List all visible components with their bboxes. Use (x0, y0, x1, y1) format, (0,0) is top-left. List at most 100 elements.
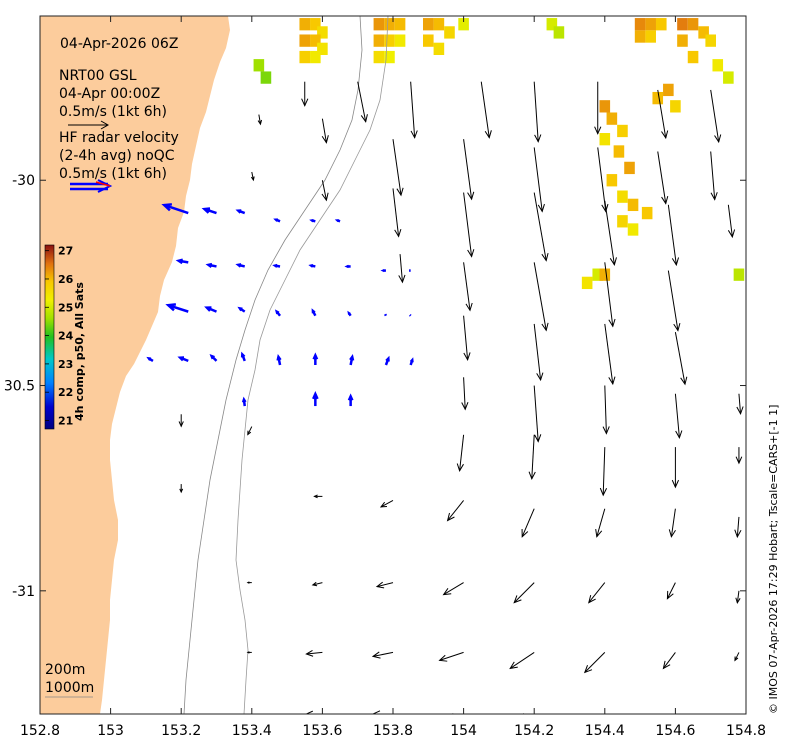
hf-vector (409, 357, 414, 366)
contour-1000m (183, 16, 363, 714)
model-vector (597, 147, 609, 213)
product-label: NRT00 GSL (59, 68, 137, 84)
sst-cell (317, 26, 328, 39)
sst-cell (705, 34, 716, 47)
hf-vector (347, 393, 354, 407)
sst-cell (613, 145, 625, 158)
model-vector (246, 581, 252, 584)
contour-label-200m: 200m (45, 662, 85, 678)
sst-cell (677, 18, 688, 31)
model-vector (513, 582, 535, 604)
sst-cell (698, 26, 709, 39)
x-tick-label: 154.2 (514, 723, 554, 739)
model-vector (602, 385, 610, 435)
sst-cell (592, 268, 604, 281)
sst-cell (384, 18, 395, 31)
sst-cell (310, 50, 321, 64)
sst-cell (655, 18, 667, 31)
model-vector (313, 494, 323, 499)
hf-vector-layer (146, 203, 414, 407)
hf-vector (308, 264, 316, 268)
model-vector (357, 81, 368, 123)
hf-vector (204, 306, 217, 313)
x-tick-label: 153 (97, 723, 124, 739)
model-vector (375, 581, 394, 589)
model-vector (668, 508, 676, 538)
sst-cell (641, 206, 653, 220)
sst-cell (299, 18, 311, 31)
sst-cell (712, 59, 724, 72)
model-vector (179, 484, 184, 494)
model-vector (410, 81, 418, 139)
model-vector (674, 393, 683, 439)
colorbar-ticks: 27 26 25 24 23 22 21 (45, 245, 74, 428)
model-vector (657, 151, 669, 205)
model-vector (735, 590, 741, 605)
sst-cell (373, 18, 385, 31)
hf-vector (384, 355, 390, 366)
sst-cell (423, 18, 434, 31)
sst-cell (677, 34, 688, 47)
x-tick-label: 153.6 (302, 723, 342, 739)
sst-cell (253, 59, 265, 72)
credit-label: © IMOS 07-Apr-2026 17:29 Hobart; Tscale=… (767, 405, 780, 714)
hf-vector (201, 207, 217, 215)
y-tick-label: 30.5 (4, 379, 35, 395)
model-vector (734, 652, 740, 662)
hf-vector (235, 263, 246, 268)
sst-cell (444, 26, 455, 39)
model-vector (305, 650, 323, 657)
model-vector (305, 710, 323, 714)
model-vector (398, 254, 406, 284)
hf-vector (347, 310, 352, 317)
x-tick-label: 154.6 (655, 723, 695, 739)
contour-200m (235, 16, 389, 714)
sst-cell (433, 42, 445, 56)
y-tick-label: -31 (12, 584, 35, 600)
hf-vector (349, 354, 355, 366)
model-vector (533, 147, 545, 213)
model-vector (442, 582, 464, 596)
model-vector (657, 89, 669, 140)
scale-label: 0.5m/s (1kt 6h) (59, 104, 167, 120)
sst-cell (373, 50, 385, 64)
model-vector (727, 204, 736, 239)
sst-cell (627, 198, 639, 212)
sst-cell (723, 71, 734, 84)
model-vector (311, 581, 323, 587)
sst-cell (317, 42, 328, 56)
contour-label-1000m: 1000m (45, 680, 94, 696)
y-tick-label: -30 (12, 173, 35, 189)
sst-cell (617, 190, 628, 203)
colorbar-tick-label: 23 (58, 358, 73, 371)
hf-vector (237, 306, 246, 313)
model-vector (533, 81, 542, 143)
sst-cell (384, 50, 395, 64)
model-vector (446, 500, 464, 522)
hf-vector (274, 309, 282, 317)
colorbar-tick-label: 22 (58, 386, 73, 399)
hf-vector (165, 303, 189, 313)
model-vector (666, 582, 676, 600)
hf-vector (161, 203, 189, 215)
model-vector (667, 270, 681, 332)
model-vector (321, 180, 329, 202)
sst-cell (687, 50, 699, 64)
x-tick-label: 154.8 (726, 723, 766, 739)
sst-cell (733, 268, 745, 281)
hf-vector (146, 356, 154, 362)
model-vector (736, 393, 744, 415)
x-tick-label: 154.4 (585, 723, 625, 739)
sst-cell (310, 34, 321, 47)
hf-scale-arrow (70, 179, 113, 193)
model-vector (583, 652, 606, 674)
hf-vector (273, 218, 281, 223)
sst-cell (394, 18, 406, 31)
land-coastline (40, 16, 230, 714)
product-time-label: 04-Apr 00:00Z (59, 86, 160, 102)
model-vector (480, 81, 492, 139)
model-vector (594, 81, 602, 135)
model-vector (379, 500, 394, 508)
model-vector (662, 652, 676, 670)
hf-vector (241, 396, 247, 407)
